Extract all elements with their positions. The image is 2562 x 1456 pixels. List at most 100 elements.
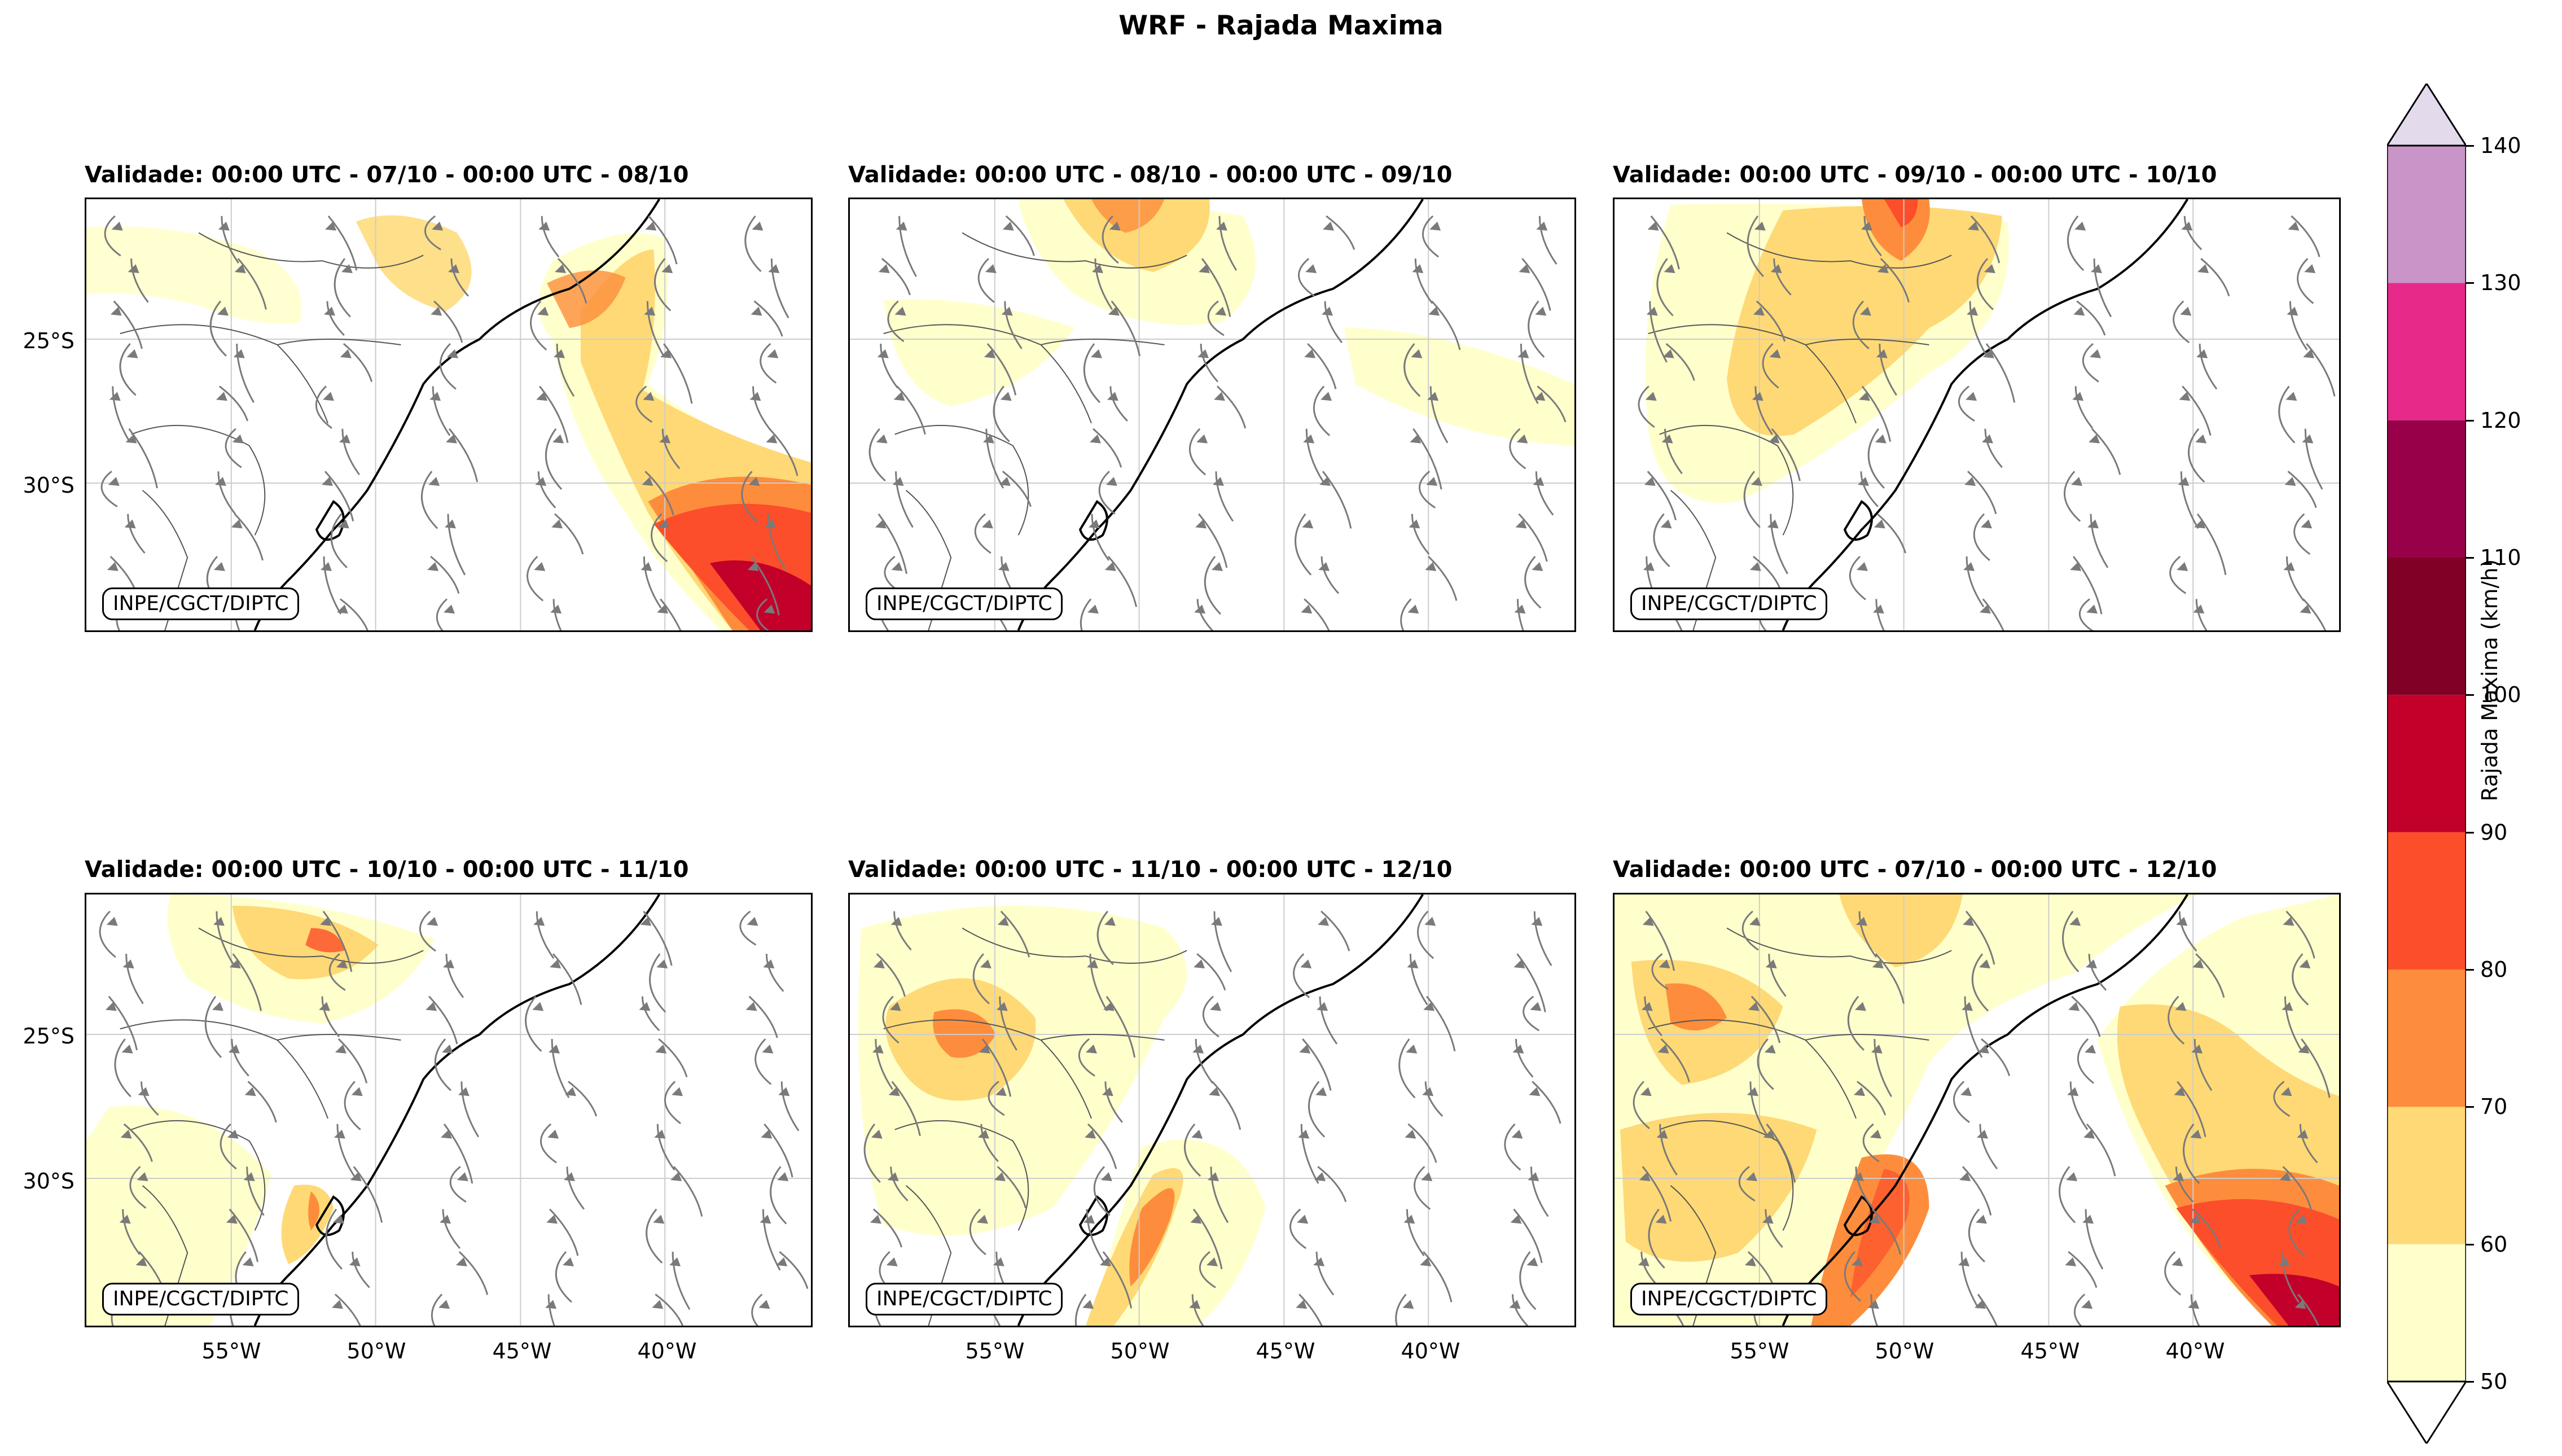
streamline-arrow [1515, 519, 1527, 529]
streamline-arrow [232, 434, 244, 444]
streamline [1400, 598, 1412, 630]
streamline [2074, 386, 2094, 429]
streamline [993, 385, 1010, 442]
streamline [1195, 1038, 1214, 1084]
streamline-arrow [996, 1002, 1008, 1011]
streamline-arrow [670, 1172, 682, 1182]
streamline [898, 216, 917, 277]
streamline-arrow [1966, 392, 1977, 401]
map-panel-3: INPE/CGCT/DIPTC [1613, 198, 2341, 632]
streamline-arrow [1640, 1087, 1652, 1097]
streamline-arrow [2278, 1257, 2290, 1266]
streamline-arrow [2299, 959, 2311, 968]
streamline-arrow [1661, 434, 1673, 444]
streamline [1319, 996, 1338, 1045]
streamline [1875, 953, 1905, 1004]
streamline [999, 996, 1017, 1051]
streamline [2273, 1081, 2291, 1117]
streamline-arrow [892, 477, 904, 486]
lon-tick-45w: 45°W [1256, 1339, 1315, 1363]
streamline-arrow [2171, 1257, 2183, 1266]
streamline-arrow [1001, 306, 1013, 316]
panel-5-title: Validade: 00:00 UTC - 11/10 - 00:00 UTC … [848, 857, 1453, 883]
streamline [875, 1038, 893, 1090]
streamline-arrow [980, 959, 992, 968]
streamline-arrow [111, 221, 123, 231]
streamline [1298, 258, 1315, 297]
streamline-arrow [1964, 477, 1976, 486]
streamline [779, 1251, 809, 1289]
streamline-arrow [1209, 1087, 1220, 1097]
streamline [769, 428, 799, 476]
streamline-arrow [1091, 264, 1103, 273]
streamline-arrow [351, 1087, 363, 1097]
coastline [1017, 199, 1424, 630]
streamline-arrow [1770, 264, 1782, 273]
streamline-arrow [981, 519, 993, 529]
streamline [1102, 215, 1119, 264]
streamline [1004, 301, 1023, 349]
streamline [868, 428, 886, 482]
streamline [1538, 216, 1558, 265]
state-border [277, 339, 401, 345]
streamline [2278, 385, 2296, 444]
streamline [1867, 428, 1885, 489]
streamline [1660, 1038, 1690, 1082]
streamline-arrow [1405, 1129, 1416, 1139]
streamline-arrow [1532, 562, 1543, 571]
streamline-arrow [323, 392, 334, 401]
streamline [760, 343, 777, 384]
streamline-arrow [554, 349, 565, 358]
streamline [129, 1166, 147, 1209]
streamline [644, 471, 674, 515]
streamline [424, 215, 441, 251]
streamline-arrow [1764, 1044, 1776, 1054]
streamline-arrow [2297, 1129, 2309, 1139]
streamline [672, 1252, 691, 1310]
streamline [1516, 599, 1524, 630]
streamline [2082, 343, 2099, 383]
streamline [428, 995, 458, 1045]
state-border [1659, 424, 1794, 536]
streamline [1091, 514, 1110, 561]
streamline [1005, 215, 1035, 256]
streamline-arrow [1102, 1087, 1113, 1097]
streamline [1428, 555, 1458, 601]
streamline [1096, 910, 1114, 966]
streamline-arrow [2282, 1002, 2293, 1011]
state-border [120, 324, 328, 424]
streamline [1204, 556, 1222, 615]
lon-tick-40w: 40°W [637, 1339, 697, 1363]
streamline [2175, 1166, 2194, 1203]
streamline [1513, 1208, 1543, 1264]
streamline-arrow [1529, 1087, 1541, 1097]
streamline-arrow [1108, 306, 1120, 316]
streamline [1535, 471, 1554, 516]
streamline [1089, 954, 1108, 1012]
streamline [1648, 1208, 1665, 1269]
streamline [1417, 910, 1434, 959]
streamline [1665, 343, 1695, 381]
streamline-arrow [1858, 392, 1870, 401]
streamline-arrow [751, 306, 762, 316]
streamline-arrow [763, 959, 775, 968]
streamline [1633, 1081, 1650, 1129]
colorbar-tick-mark [2466, 969, 2474, 971]
streamline-arrow [888, 1087, 900, 1097]
streamline-arrow [537, 306, 549, 316]
streamline [229, 1208, 259, 1262]
streamline [1738, 1166, 1756, 1202]
streamline [770, 258, 789, 319]
state-border [1670, 1185, 1717, 1326]
streamline-arrow [2193, 604, 2205, 614]
streamline-arrow [1535, 306, 1547, 316]
streamline-arrow [1877, 264, 1889, 273]
streamline [1200, 343, 1219, 383]
streamline [1520, 343, 1539, 404]
streamline [1000, 910, 1030, 958]
streamline [1857, 1081, 1887, 1116]
streamline [1858, 911, 1877, 958]
streamline [1880, 258, 1910, 302]
streamline-arrow [877, 349, 889, 358]
streamline-arrow [767, 349, 779, 358]
